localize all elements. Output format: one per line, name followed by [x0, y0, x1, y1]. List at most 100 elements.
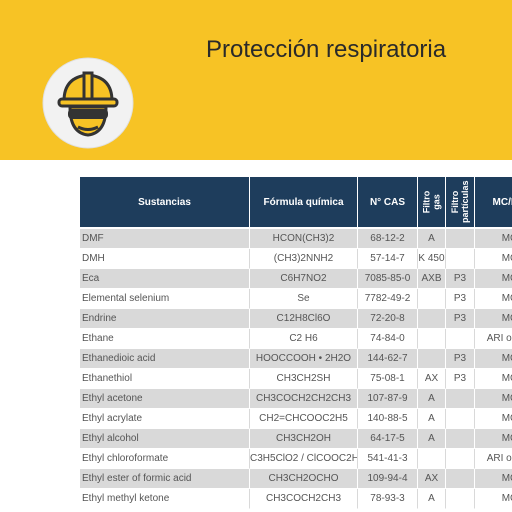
table-cell: CH3CH2OH [250, 429, 358, 449]
table-cell: MC [475, 389, 512, 409]
table-cell: Endrine [80, 309, 250, 329]
table-cell: Ethane [80, 329, 250, 349]
table-cell: AXB [418, 269, 446, 289]
table-cell: ARI or A A [475, 329, 512, 349]
table-cell: C6H7NO2 [250, 269, 358, 289]
column-header: Fórmula química [250, 177, 358, 227]
table-cell: 57-14-7 [358, 249, 418, 269]
table-cell: Ethyl alcohol [80, 429, 250, 449]
column-header: Filtro partículas [446, 177, 475, 227]
table-cell: P3 [446, 269, 475, 289]
table-cell [446, 429, 475, 449]
table-cell: Ethyl methyl ketone [80, 489, 250, 509]
table-cell: 7085-85-0 [358, 269, 418, 289]
table-cell [418, 449, 446, 469]
table-cell [446, 409, 475, 429]
table-cell: MC [475, 369, 512, 389]
table-cell: A [418, 229, 446, 249]
table-cell: Ethyl ester of formic acid [80, 469, 250, 489]
table-row: Ethanedioic acid HOOCCOOH • 2H2O 144-62-7 P… [80, 349, 512, 369]
table-cell: 78-93-3 [358, 489, 418, 509]
table-cell: CH3CH2OCHO [250, 469, 358, 489]
table-cell [418, 349, 446, 369]
table-cell: MC [475, 429, 512, 449]
page-title: Protección respiratoria [206, 36, 447, 63]
table-cell: C3H5ClO2 / ClCOOC2H5 [250, 449, 358, 469]
table-cell: DMF [80, 229, 250, 249]
table-cell: 68-12-2 [358, 229, 418, 249]
table-cell: A [418, 489, 446, 509]
table-cell [446, 449, 475, 469]
table-row: Ethyl chloroformate C3H5ClO2 / ClCOOC2H5 5… [80, 449, 512, 469]
table-cell: P3 [446, 289, 475, 309]
table-cell: CH3COCH2CH3 [250, 489, 358, 509]
table-cell: P3 [446, 309, 475, 329]
table-cell: ARI or A A [475, 449, 512, 469]
column-header-text: Filtro partículas [450, 180, 470, 223]
table-cell: MC [475, 309, 512, 329]
table-cell: C2 H6 [250, 329, 358, 349]
table-cell: Elemental selenium [80, 289, 250, 309]
table-cell: MC [475, 229, 512, 249]
table-cell: 144-62-7 [358, 349, 418, 369]
table-cell: HOOCCOOH • 2H2O [250, 349, 358, 369]
column-header-text: MC/DM [492, 196, 512, 208]
table-cell: A [418, 429, 446, 449]
table-cell: Ethanedioic acid [80, 349, 250, 369]
table-cell: 140-88-5 [358, 409, 418, 429]
table-cell: (CH3)2NNH2 [250, 249, 358, 269]
table-cell: AX [418, 369, 446, 389]
table-cell: Se [250, 289, 358, 309]
table-cell: AX [418, 469, 446, 489]
table-cell: DMH [80, 249, 250, 269]
table-cell [446, 249, 475, 269]
table-cell: MC [475, 349, 512, 369]
table-cell: MC [475, 249, 512, 269]
table-cell [446, 329, 475, 349]
table-cell: CH2=CHCOOC2H5 [250, 409, 358, 429]
table-cell: MC [475, 269, 512, 289]
table-cell [446, 489, 475, 509]
column-header: N° CAS [358, 177, 418, 227]
table-cell [446, 229, 475, 249]
table-cell: HCON(CH3)2 [250, 229, 358, 249]
table-cell: Ethyl chloroformate [80, 449, 250, 469]
table-cell: P3 [446, 349, 475, 369]
table-cell [418, 309, 446, 329]
table-cell: MC [475, 489, 512, 509]
table-cell: 7782-49-2 [358, 289, 418, 309]
table-cell: MC [475, 469, 512, 489]
table-cell: MC [475, 289, 512, 309]
column-header-text: Sustancias [138, 196, 191, 208]
table-cell: 107-87-9 [358, 389, 418, 409]
helmet-icon [42, 57, 134, 149]
table-cell [446, 389, 475, 409]
table-cell: Ethyl acetone [80, 389, 250, 409]
table-cell: A [418, 409, 446, 429]
column-header: Sustancias [80, 177, 250, 227]
table-cell: A [418, 389, 446, 409]
column-header-text: N° CAS [369, 196, 406, 208]
table-cell: 64-17-5 [358, 429, 418, 449]
table-cell [446, 469, 475, 489]
table-cell: MC [475, 409, 512, 429]
table-cell: C12H8Cl6O [250, 309, 358, 329]
table-cell: Ethyl acrylate [80, 409, 250, 429]
table-cell: CH3COCH2CH2CH3 [250, 389, 358, 409]
header-row: Sustancias Fórmula química N° CAS Filtro ga… [80, 177, 512, 227]
table-cell: 72-20-8 [358, 309, 418, 329]
column-header-text: Fórmula química [263, 196, 344, 208]
table-row: Ethyl ester of formic acid CH3CH2OCHO 109-… [80, 469, 512, 489]
